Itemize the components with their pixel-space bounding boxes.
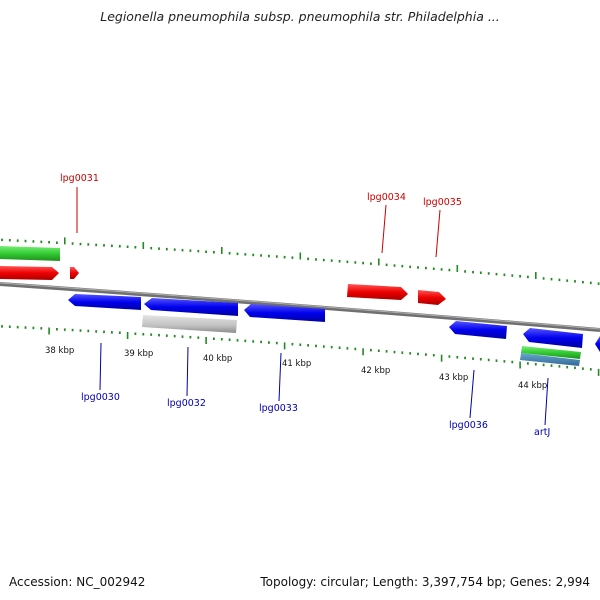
scale-label-41kbp: 41 kbp bbox=[282, 359, 311, 369]
rna-artJ-region[interactable] bbox=[521, 346, 581, 359]
cds-feature-forward[interactable] bbox=[0, 266, 59, 280]
cds-lpg0030-feature[interactable] bbox=[68, 294, 141, 310]
scale-labels: 38 kbp 39 kbp 40 kbp 41 kbp 42 kbp 43 kb… bbox=[45, 346, 547, 391]
scale-label-38kbp: 38 kbp bbox=[45, 346, 74, 356]
genome-summary-label: Topology: circular; Length: 3,397,754 bp… bbox=[260, 575, 590, 589]
cds-lpg0031-feature[interactable] bbox=[144, 298, 238, 316]
scale-label-44kbp: 44 kbp bbox=[518, 381, 547, 391]
gene-label-lpg0035[interactable]: lpg0035 bbox=[423, 197, 462, 208]
label-leader-line bbox=[469, 369, 475, 419]
label-leader-line bbox=[278, 352, 282, 402]
gene-label-artJ[interactable]: artJ bbox=[534, 427, 550, 438]
gene-label-lpg0030[interactable]: lpg0030 bbox=[81, 392, 120, 403]
reverse-strand-features bbox=[68, 294, 600, 366]
outer-tick-ring bbox=[1, 237, 600, 285]
misc-artJ-region[interactable] bbox=[520, 353, 580, 366]
cds-lpg0035-feature[interactable] bbox=[418, 290, 446, 305]
label-leader-line bbox=[186, 346, 189, 397]
cds-feature-reverse-partial[interactable] bbox=[595, 336, 600, 352]
cds-feature-forward[interactable] bbox=[70, 267, 79, 279]
reverse-gene-labels: lpg0030 lpg0032 lpg0033 lpg0036 artJ bbox=[81, 342, 550, 438]
gene-label-lpg0036[interactable]: lpg0036 bbox=[449, 420, 488, 431]
label-leader-line bbox=[435, 209, 441, 258]
rna-feature[interactable] bbox=[0, 246, 60, 261]
label-leader-line bbox=[544, 377, 549, 426]
scale-label-42kbp: 42 kbp bbox=[361, 366, 390, 376]
forward-gene-labels: lpg0031 lpg0034 lpg0035 bbox=[60, 173, 462, 258]
gene-label-lpg0031[interactable]: lpg0031 bbox=[60, 173, 99, 184]
map-title: Legionella pneumophila subsp. pneumophil… bbox=[100, 9, 500, 24]
cds-lpg0033-feature[interactable] bbox=[244, 304, 325, 322]
inner-tick-ring bbox=[1, 325, 600, 376]
gene-label-lpg0033[interactable]: lpg0033 bbox=[259, 403, 298, 414]
accession-label: Accession: NC_002942 bbox=[9, 575, 146, 589]
gene-label-lpg0032[interactable]: lpg0032 bbox=[167, 398, 206, 409]
pseudo-lpg0032-feature[interactable] bbox=[142, 315, 237, 333]
label-leader-line bbox=[381, 204, 387, 254]
genome-backbone bbox=[0, 282, 600, 332]
scale-label-43kbp: 43 kbp bbox=[439, 373, 468, 383]
label-leader-line bbox=[99, 342, 102, 391]
gene-label-lpg0034[interactable]: lpg0034 bbox=[367, 192, 406, 203]
cds-artJ-feature[interactable] bbox=[523, 328, 583, 348]
genome-backbone-highlight bbox=[0, 282, 600, 330]
cds-lpg0034-feature[interactable] bbox=[347, 284, 408, 300]
scale-label-40kbp: 40 kbp bbox=[203, 354, 232, 364]
cds-lpg0036-feature[interactable] bbox=[449, 321, 507, 339]
scale-label-39kbp: 39 kbp bbox=[124, 349, 153, 359]
forward-strand-features bbox=[0, 246, 446, 305]
